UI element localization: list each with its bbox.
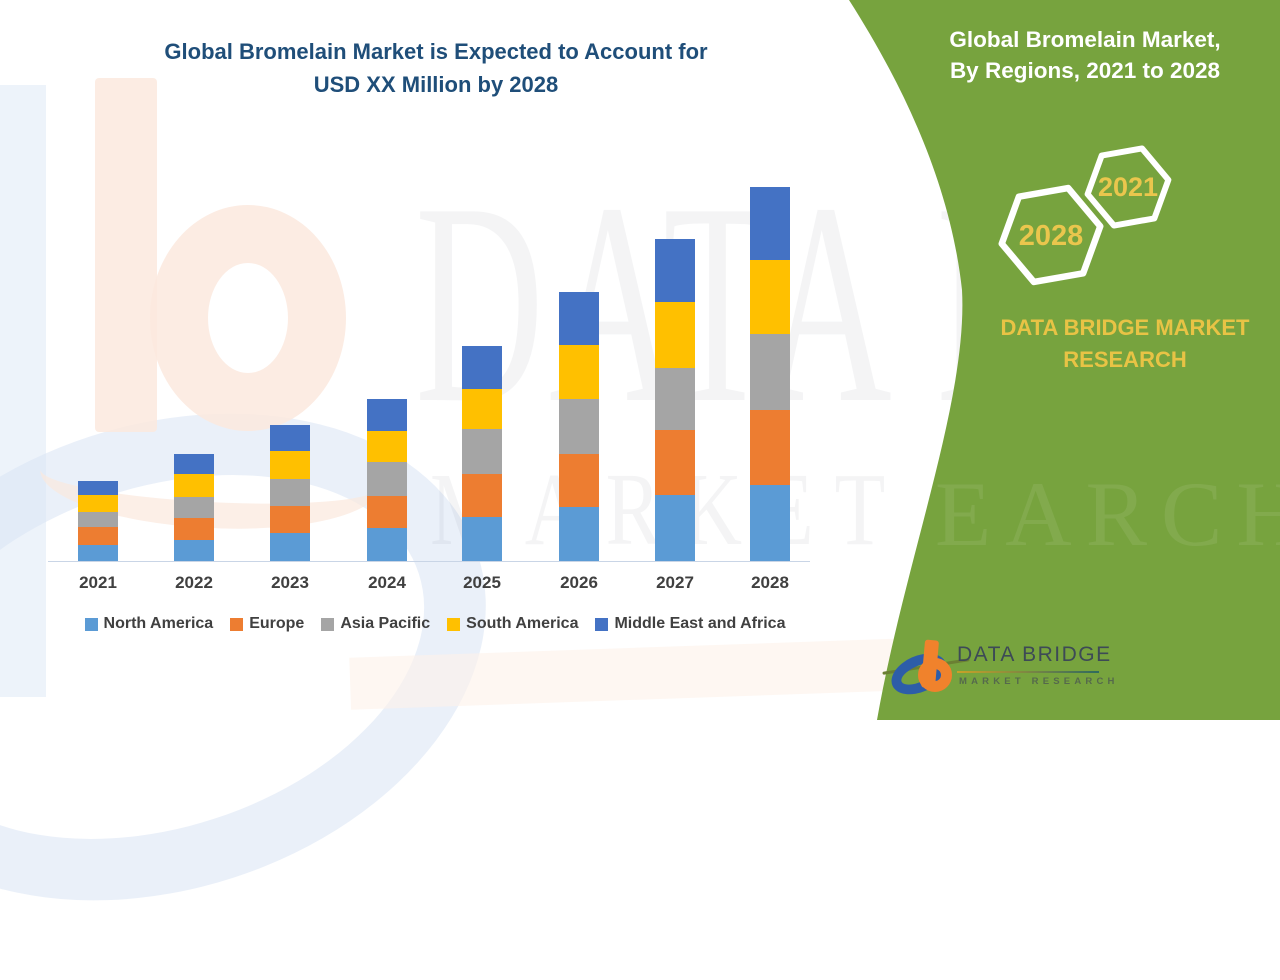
legend-swatch-icon xyxy=(447,617,461,631)
bar-2027-south-america xyxy=(655,302,695,368)
bar-2025-south-america xyxy=(462,389,502,429)
x-axis-label-2026: 2026 xyxy=(560,573,598,592)
bar-2021-north-america xyxy=(78,545,118,561)
legend-label: Europe xyxy=(249,615,305,632)
legend-item-europe: Europe xyxy=(230,615,304,633)
legend-item-middle-east-and-africa: Middle East and Africa xyxy=(595,615,785,633)
legend-label: Asia Pacific xyxy=(340,615,431,632)
legend-swatch-icon xyxy=(321,617,335,631)
legend-label: South America xyxy=(466,615,579,632)
logo-sub-text: MARKET RESEARCH xyxy=(959,676,1119,687)
brand-text-line2: RESEARCH xyxy=(1063,347,1187,372)
bar-2028-south-america xyxy=(750,260,790,334)
hexagon-2028 xyxy=(998,184,1104,286)
bar-2026-europe xyxy=(559,454,599,507)
stacked-bar-plot-area: 2021 2022 2023 2024 2025 2026 2027 2028 xyxy=(48,187,810,592)
chart-title-line1: Global Bromelain Market is Expected to A… xyxy=(164,39,708,64)
bar-2026-north-america xyxy=(559,507,599,561)
x-axis-label-2021: 2021 xyxy=(79,573,117,592)
bar-2028-north-america xyxy=(750,485,790,561)
green-panel-shape xyxy=(849,0,1280,720)
legend-label: North America xyxy=(103,615,214,632)
bar-2025-asia-pacific xyxy=(462,429,502,474)
legend-swatch-icon xyxy=(84,617,98,631)
legend-swatch-icon xyxy=(595,617,609,631)
legend-item-north-america: North America xyxy=(84,615,214,633)
bar-2023-europe xyxy=(270,506,310,533)
bar-2024-europe xyxy=(367,496,407,528)
bar-2022-asia-pacific xyxy=(174,497,214,518)
x-axis-label-2024: 2024 xyxy=(368,573,406,592)
bar-2028-europe xyxy=(750,410,790,485)
bar-2028-asia-pacific xyxy=(750,334,790,410)
bar-2025-north-america xyxy=(462,517,502,561)
hexagon-2021-outline xyxy=(1084,145,1172,229)
x-axis-line xyxy=(48,561,810,562)
legend-item-asia-pacific: Asia Pacific xyxy=(321,615,430,633)
bar-2024-south-america xyxy=(367,431,407,462)
x-axis-label-2025: 2025 xyxy=(463,573,501,592)
side-panel-heading-line1: Global Bromelain Market, xyxy=(949,27,1221,52)
bar-2022-europe xyxy=(174,518,214,540)
hexagon-2021-label: 2021 xyxy=(1098,172,1158,202)
x-axis-label-2023: 2023 xyxy=(271,573,309,592)
brand-text-line1: DATA BRIDGE MARKET xyxy=(1000,315,1250,340)
bar-2026-asia-pacific xyxy=(559,399,599,454)
bar-2022-middle-east-and-africa xyxy=(174,454,214,474)
bar-2023-asia-pacific xyxy=(270,479,310,506)
bar-2027-europe xyxy=(655,430,695,495)
bar-2025-europe xyxy=(462,474,502,517)
green-side-panel: EARCH 2021 2028 xyxy=(849,0,1280,720)
bar-2023-north-america xyxy=(270,533,310,561)
hexagon-2021 xyxy=(1084,145,1172,229)
bar-2024-north-america xyxy=(367,528,407,561)
x-axis-label-2027: 2027 xyxy=(656,573,694,592)
x-axis-label-2028: 2028 xyxy=(751,573,789,592)
x-axis-label-2022: 2022 xyxy=(175,573,213,592)
bar-2024-asia-pacific xyxy=(367,462,407,496)
chart-title: Global Bromelain Market is Expected to A… xyxy=(76,35,796,101)
bar-2021-asia-pacific xyxy=(78,512,118,527)
side-panel-heading-line2: By Regions, 2021 to 2028 xyxy=(949,58,1221,83)
bar-2027-middle-east-and-africa xyxy=(655,239,695,302)
bar-2021-europe xyxy=(78,527,118,545)
watermark-text-on-green: EARCH xyxy=(935,463,1280,565)
bar-2021-middle-east-and-africa xyxy=(78,481,118,495)
legend-item-south-america: South America xyxy=(447,615,578,633)
bar-2025-middle-east-and-africa xyxy=(462,346,502,389)
bar-2027-north-america xyxy=(655,495,695,561)
logo-name-text: DATA BRIDGE xyxy=(957,643,1112,666)
logo-underline xyxy=(957,671,1099,673)
bar-2023-south-america xyxy=(270,451,310,479)
bar-2028-middle-east-and-africa xyxy=(750,187,790,260)
bar-2021-south-america xyxy=(78,495,118,512)
bar-2022-north-america xyxy=(174,540,214,561)
legend-swatch-icon xyxy=(230,617,244,631)
legend-label: Middle East and Africa xyxy=(614,615,786,632)
chart-legend: North America Europe Asia Pacific South Ame… xyxy=(45,615,825,633)
side-panel-heading: Global Bromelain Market, By Regions, 202… xyxy=(930,24,1240,86)
bar-2022-south-america xyxy=(174,474,214,497)
bar-2024-middle-east-and-africa xyxy=(367,399,407,431)
hexagon-2028-outline xyxy=(998,184,1104,286)
side-panel-brand-text: DATA BRIDGE MARKET RESEARCH xyxy=(985,312,1265,376)
chart-title-line2: USD XX Million by 2028 xyxy=(313,72,559,97)
hexagon-2028-label: 2028 xyxy=(1019,220,1084,252)
databridge-logo: DATA BRIDGE MARKET RESEARCH xyxy=(882,632,1119,712)
bar-2026-south-america xyxy=(559,345,599,399)
bar-2027-asia-pacific xyxy=(655,368,695,430)
bar-2026-middle-east-and-africa xyxy=(559,292,599,345)
